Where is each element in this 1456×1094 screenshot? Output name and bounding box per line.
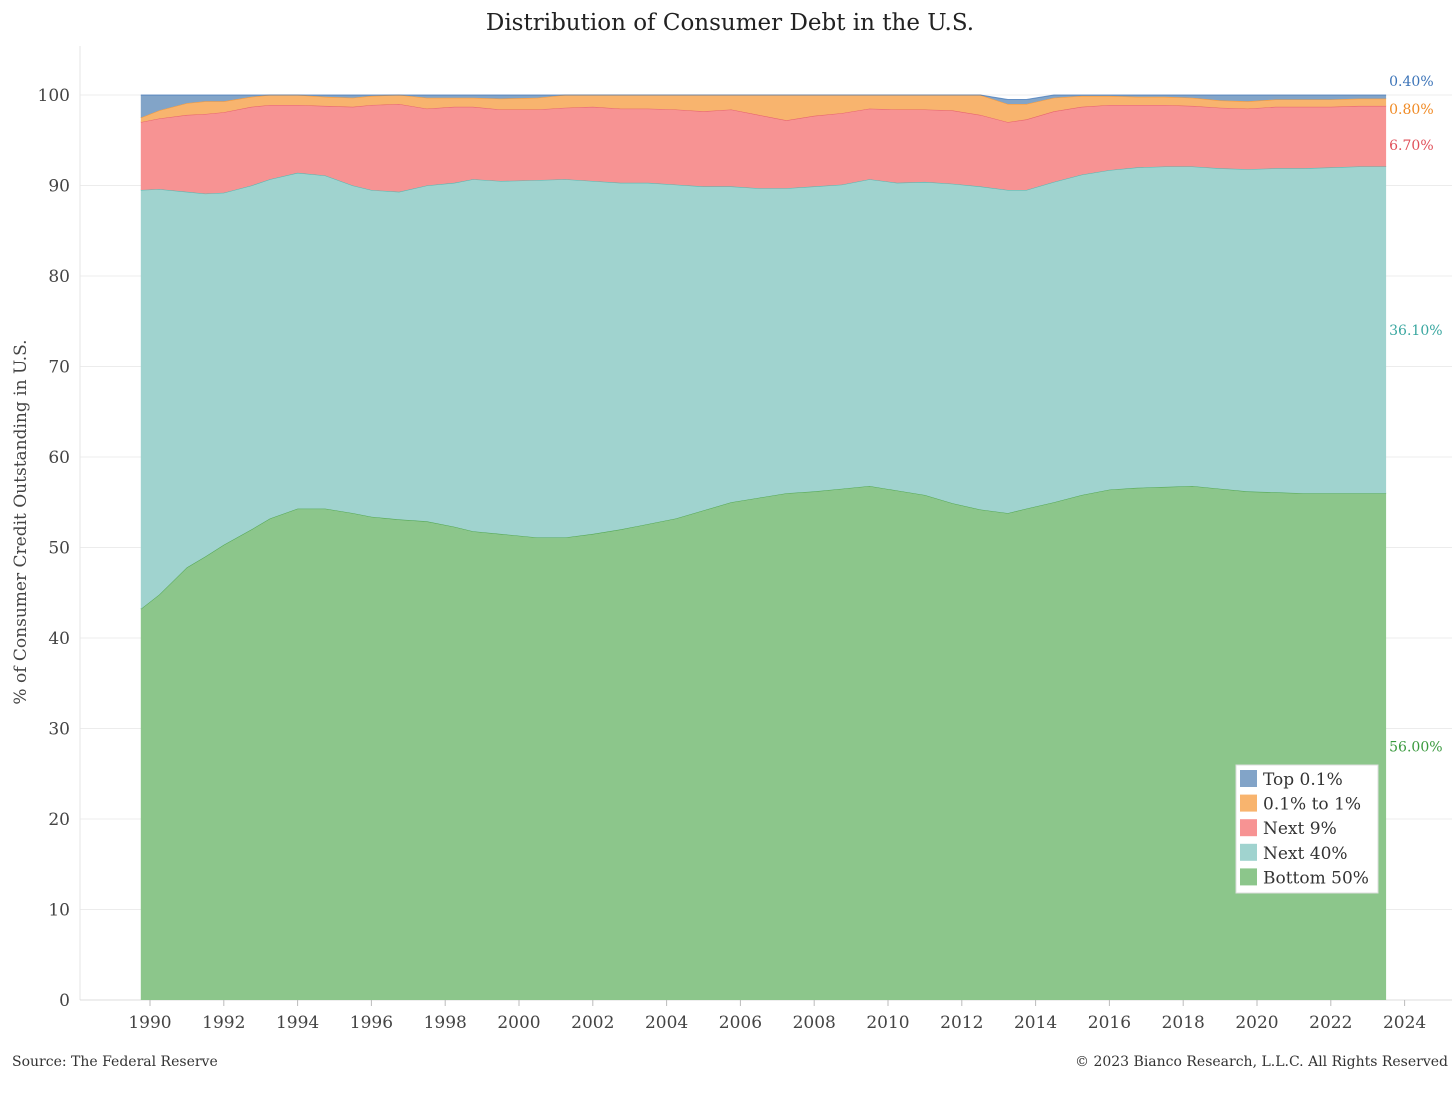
x-tick-label: 1992: [202, 1013, 245, 1033]
x-tick-label: 2004: [645, 1013, 688, 1033]
area-bottom-50-: [140, 486, 1387, 1000]
end-labels: 0.40% 0.80% 6.70% 36.10% 56.00%: [1389, 74, 1442, 756]
legend-label: Next 40%: [1263, 844, 1348, 864]
legend-swatch: [1240, 794, 1257, 812]
legend-swatch: [1240, 843, 1257, 861]
y-tick-label: 90: [48, 177, 70, 197]
area-edge-top-0-1-: [140, 94, 1387, 101]
x-tick-label: 2012: [940, 1013, 983, 1033]
legend-box: [1235, 764, 1379, 894]
area-next-9-: [140, 104, 1387, 194]
x-tick-label: 2010: [866, 1013, 909, 1033]
end-label: 36.10%: [1389, 323, 1442, 339]
copyright-note: © 2023 Bianco Research, L.L.C. All Right…: [1075, 1054, 1448, 1070]
x-tick-label: 1994: [276, 1013, 319, 1033]
y-tick-label: 60: [48, 448, 70, 468]
legend-label: Bottom 50%: [1263, 868, 1369, 888]
y-tick-label: 40: [48, 629, 70, 649]
y-tick-label: 80: [48, 267, 70, 287]
legend-label: Top 0.1%: [1263, 770, 1343, 790]
legend-swatch: [1240, 868, 1257, 886]
legend: Top 0.1% 0.1% to 1% Next 9% Next 40% Bottom …: [1235, 764, 1379, 894]
x-tick-label: 2000: [497, 1013, 540, 1033]
chart-title: Distribution of Consumer Debt in the U.S…: [486, 10, 974, 36]
legend-label: Next 9%: [1263, 819, 1337, 839]
legend-swatch: [1240, 770, 1257, 787]
legend-label: 0.1% to 1%: [1263, 795, 1361, 815]
x-tick-label: 2006: [719, 1013, 762, 1033]
x-tick-label: 2014: [1014, 1013, 1057, 1033]
y-tick-label: 0: [59, 991, 70, 1011]
y-tick-label: 10: [48, 901, 70, 921]
area-0-1-to-1-: [140, 95, 1387, 123]
x-tick-label: 1990: [128, 1013, 171, 1033]
x-tick-label: 2008: [793, 1013, 836, 1033]
x-tick-label: 1998: [424, 1013, 467, 1033]
stacked-areas: [140, 94, 1387, 1000]
x-tick-label: 2002: [571, 1013, 614, 1033]
y-axis-label: % of Consumer Credit Outstanding in U.S.: [11, 339, 31, 704]
end-label: 56.00%: [1389, 740, 1442, 756]
end-label: 0.80%: [1389, 102, 1433, 118]
x-tick-label: 2020: [1235, 1013, 1278, 1033]
y-tick-label: 30: [48, 720, 70, 740]
x-tick-label: 2024: [1383, 1013, 1426, 1033]
x-tick-label: 1996: [350, 1013, 393, 1033]
x-tick-label: 2022: [1309, 1013, 1352, 1033]
end-label: 0.40%: [1389, 74, 1433, 90]
y-tick-label: 100: [38, 86, 70, 106]
y-axis-ticks: 0 10 20 30 40 50 60 70 80 90 100: [38, 86, 70, 1011]
y-tick-label: 20: [48, 810, 70, 830]
legend-swatch: [1240, 819, 1257, 837]
area-top-0-1-: [140, 95, 1387, 118]
x-tick-label: 2016: [1088, 1013, 1131, 1033]
source-note: Source: The Federal Reserve: [12, 1054, 218, 1070]
x-axis-ticks: 1990 1992 1994 1996 1998 2000 2002 2004 2006 2008…: [128, 1000, 1426, 1033]
end-label: 6.70%: [1389, 138, 1433, 154]
y-tick-label: 70: [48, 358, 70, 378]
y-tick-label: 50: [48, 539, 70, 559]
x-tick-label: 2018: [1162, 1013, 1205, 1033]
area-next-40-: [140, 166, 1387, 609]
